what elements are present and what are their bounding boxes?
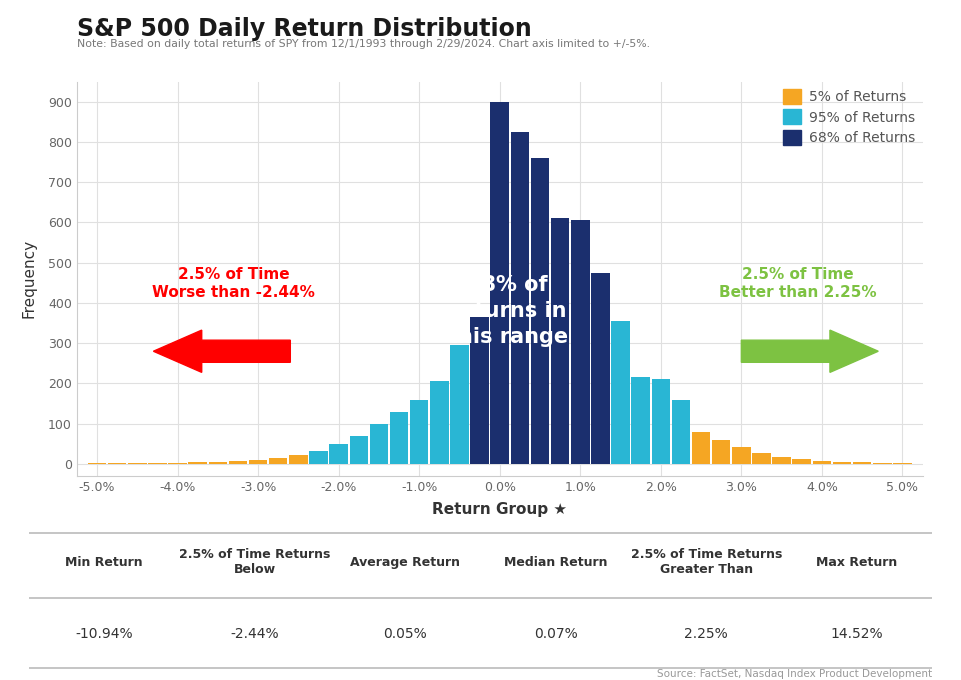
Text: 2.5% of Time: 2.5% of Time: [742, 267, 853, 282]
Bar: [773, 457, 791, 464]
Legend: 5% of Returns, 95% of Returns, 68% of Returns: 5% of Returns, 95% of Returns, 68% of Re…: [783, 88, 916, 146]
Bar: [611, 321, 629, 464]
Bar: [431, 381, 449, 464]
FancyArrow shape: [154, 330, 290, 373]
Bar: [309, 451, 328, 464]
Bar: [470, 317, 489, 464]
Text: -2.44%: -2.44%: [231, 627, 279, 641]
Bar: [873, 462, 892, 464]
Bar: [108, 463, 127, 464]
Text: Better than 2.25%: Better than 2.25%: [719, 286, 876, 301]
Bar: [269, 458, 287, 464]
Bar: [712, 440, 730, 464]
Bar: [571, 220, 589, 464]
Bar: [510, 132, 530, 464]
Text: Median Return: Median Return: [504, 556, 607, 569]
Bar: [168, 462, 186, 464]
Text: 2.5% of Time Returns
Below: 2.5% of Time Returns Below: [179, 548, 331, 577]
Bar: [833, 462, 851, 464]
X-axis label: Return Group ★: Return Group ★: [432, 503, 567, 517]
Bar: [289, 455, 308, 464]
Text: S&P 500 Daily Return Distribution: S&P 500 Daily Return Distribution: [77, 17, 531, 41]
Text: 68% of
returns in
this range: 68% of returns in this range: [448, 275, 568, 347]
Text: 0.05%: 0.05%: [383, 627, 427, 641]
Bar: [330, 444, 348, 464]
Bar: [188, 462, 207, 464]
Bar: [692, 432, 710, 464]
Bar: [87, 463, 107, 464]
Bar: [591, 273, 609, 464]
Bar: [732, 447, 751, 464]
Text: 2.25%: 2.25%: [684, 627, 728, 641]
Bar: [370, 424, 388, 464]
Bar: [350, 436, 368, 464]
Text: Min Return: Min Return: [65, 556, 143, 569]
Bar: [128, 463, 146, 464]
Y-axis label: Frequency: Frequency: [22, 239, 37, 318]
Text: 2.5% of Time: 2.5% of Time: [178, 267, 290, 282]
Text: 14.52%: 14.52%: [830, 627, 883, 641]
Bar: [551, 218, 569, 464]
Bar: [813, 461, 831, 464]
Bar: [631, 377, 650, 464]
Bar: [490, 102, 509, 464]
Bar: [752, 453, 771, 464]
Bar: [410, 400, 429, 464]
FancyArrow shape: [741, 330, 878, 373]
Bar: [853, 462, 872, 464]
Text: -10.94%: -10.94%: [75, 627, 133, 641]
Text: Worse than -2.44%: Worse than -2.44%: [153, 286, 315, 301]
Bar: [148, 463, 166, 464]
Bar: [229, 461, 247, 464]
Text: 2.5% of Time Returns
Greater Than: 2.5% of Time Returns Greater Than: [630, 548, 782, 577]
Bar: [672, 400, 690, 464]
Bar: [652, 379, 670, 464]
Bar: [249, 460, 267, 464]
Bar: [209, 462, 227, 464]
Text: Max Return: Max Return: [816, 556, 898, 569]
Bar: [893, 463, 912, 464]
Text: Source: FactSet, Nasdaq Index Product Development: Source: FactSet, Nasdaq Index Product De…: [657, 668, 932, 679]
Bar: [390, 411, 408, 464]
Bar: [450, 345, 469, 464]
Text: Note: Based on daily total returns of SPY from 12/1/1993 through 2/29/2024. Char: Note: Based on daily total returns of SP…: [77, 39, 650, 50]
Bar: [530, 158, 550, 464]
Text: Average Return: Average Return: [350, 556, 460, 569]
Bar: [793, 459, 811, 464]
Text: 0.07%: 0.07%: [534, 627, 578, 641]
